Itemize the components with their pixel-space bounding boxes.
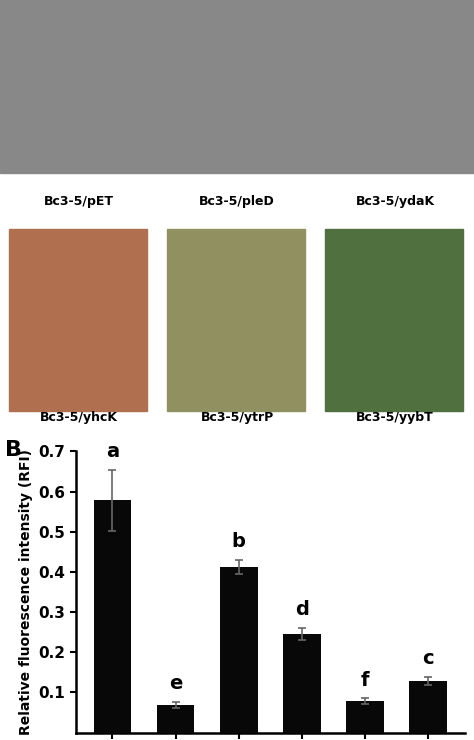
Text: b: b (232, 532, 246, 551)
Text: e: e (169, 674, 182, 693)
Text: Bc3-5/yhcK: Bc3-5/yhcK (40, 411, 118, 424)
Bar (283, 634, 320, 733)
Text: Bc3-5/ydaK: Bc3-5/ydaK (356, 195, 435, 208)
Bar (93, 500, 131, 733)
Text: Bc3-5/pleD: Bc3-5/pleD (199, 195, 275, 208)
Text: Bc3-5/ytrP: Bc3-5/ytrP (201, 411, 273, 424)
Y-axis label: Relative fluorescence intensity (RFI): Relative fluorescence intensity (RFI) (19, 449, 33, 735)
Text: a: a (106, 443, 119, 462)
Bar (316, 0, 474, 173)
Bar (326, 229, 463, 411)
Bar (158, 0, 316, 173)
Bar (409, 682, 447, 733)
Bar (220, 567, 257, 733)
Bar (346, 702, 384, 733)
Text: Bc3-5/yybT: Bc3-5/yybT (356, 411, 434, 424)
Bar (0, 0, 158, 173)
Bar (167, 229, 305, 411)
Text: Bc3-5/pET: Bc3-5/pET (44, 195, 114, 208)
Text: B: B (5, 440, 22, 460)
Bar (9, 229, 147, 411)
Bar (156, 705, 194, 733)
Text: c: c (422, 649, 434, 668)
Text: d: d (295, 600, 309, 619)
Text: f: f (361, 670, 369, 690)
